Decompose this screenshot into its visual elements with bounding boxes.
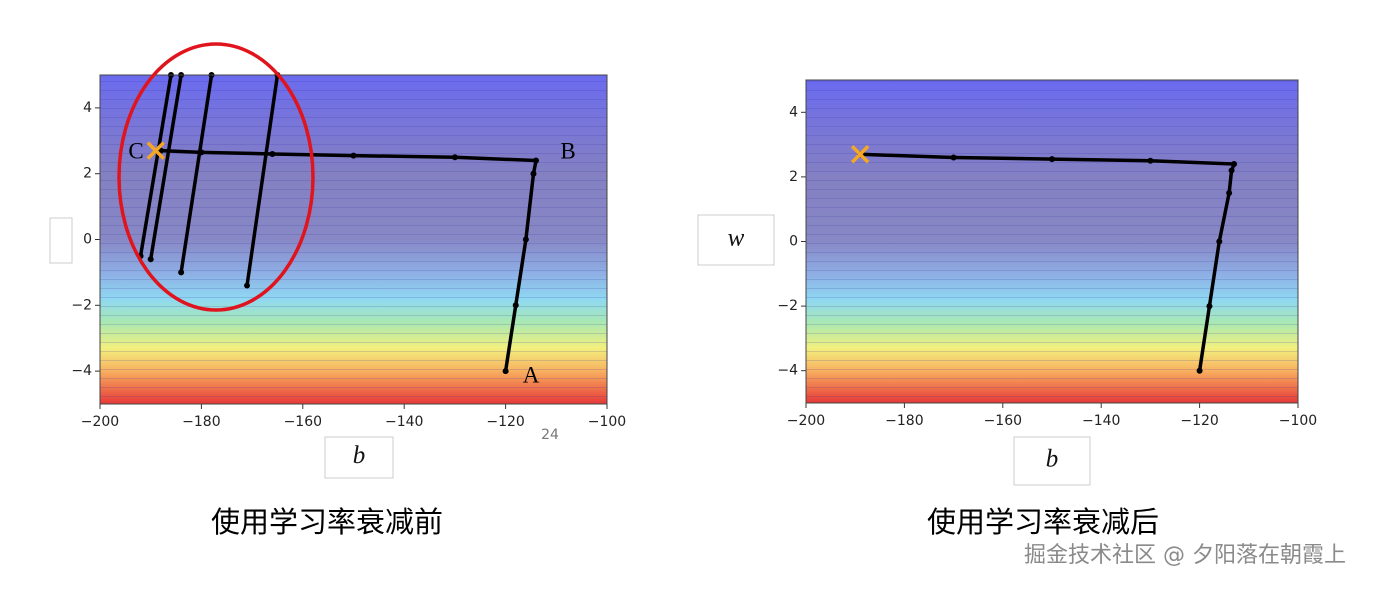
x-tick-label: −140 — [1082, 413, 1120, 429]
path-point — [533, 157, 540, 164]
watermark: 掘金技术社区 @ 夕阳落在朝霞上 — [1024, 543, 1346, 568]
y-tick-label: −4 — [71, 363, 92, 379]
x-tick-label: −100 — [588, 414, 626, 430]
x-tick-label: −200 — [787, 413, 825, 429]
path-point — [530, 170, 537, 177]
path-point — [1228, 167, 1235, 174]
path-line — [179, 74, 214, 273]
x-tick-label: −100 — [1279, 413, 1317, 429]
y-tick-label: 0 — [83, 232, 92, 248]
path-point — [1147, 157, 1154, 164]
label-box — [697, 214, 775, 266]
path-point — [1226, 190, 1233, 197]
label-box — [324, 436, 394, 479]
y-tick-label: 2 — [83, 166, 92, 182]
y-tick-label: 4 — [83, 100, 92, 116]
path-point — [1206, 303, 1213, 310]
x-axis-label: b — [1046, 446, 1059, 473]
path-point — [512, 302, 519, 309]
path-point — [1196, 367, 1203, 374]
path-line — [860, 152, 1237, 371]
x-tick-label: −140 — [385, 414, 423, 430]
note: 24 — [541, 427, 559, 443]
x-tick-label: −180 — [885, 413, 923, 429]
y-tick-label: −2 — [777, 298, 798, 314]
x-tick-label: −120 — [486, 414, 524, 430]
path-point — [950, 154, 957, 161]
path-line — [160, 148, 539, 372]
path-line — [148, 74, 183, 260]
plot-frame — [99, 74, 608, 405]
end-marker — [146, 141, 166, 160]
y-tick-label: −2 — [71, 297, 92, 313]
y-tick-label: −4 — [777, 363, 798, 379]
end-marker — [850, 145, 870, 164]
highlight-circle — [117, 42, 315, 312]
x-tick-label: −200 — [81, 414, 119, 430]
path-point — [244, 282, 251, 289]
path-point — [178, 269, 185, 276]
path-point — [1216, 238, 1223, 245]
path-point — [147, 256, 154, 263]
x-tick-label: −160 — [984, 413, 1022, 429]
plot-frame — [805, 79, 1299, 404]
y-axis-label: w — [728, 225, 745, 252]
annotation: A — [523, 362, 540, 387]
contour-lines — [100, 75, 607, 404]
path-point — [502, 368, 509, 375]
annotation: B — [560, 138, 575, 163]
path-point — [1231, 160, 1238, 167]
x-tick-label: −160 — [284, 414, 322, 430]
caption: 使用学习率衰减前 — [211, 505, 443, 539]
path-line — [138, 74, 173, 257]
x-tick-label: −120 — [1180, 413, 1218, 429]
caption: 使用学习率衰减后 — [927, 505, 1159, 539]
path-point — [269, 150, 276, 157]
path-point — [1049, 156, 1055, 163]
label-box — [49, 217, 73, 264]
path-point — [522, 236, 529, 243]
x-axis-label: b — [353, 442, 366, 469]
y-tick-label: 0 — [789, 234, 798, 250]
path-point — [350, 152, 357, 159]
annotation: C — [128, 138, 143, 163]
x-tick-label: −180 — [182, 414, 220, 430]
contour-lines — [806, 80, 1298, 403]
y-tick-label: 4 — [789, 104, 798, 120]
label-box — [1013, 436, 1091, 486]
y-tick-label: 2 — [789, 169, 798, 185]
path-point — [451, 154, 458, 161]
path-line — [245, 74, 280, 286]
